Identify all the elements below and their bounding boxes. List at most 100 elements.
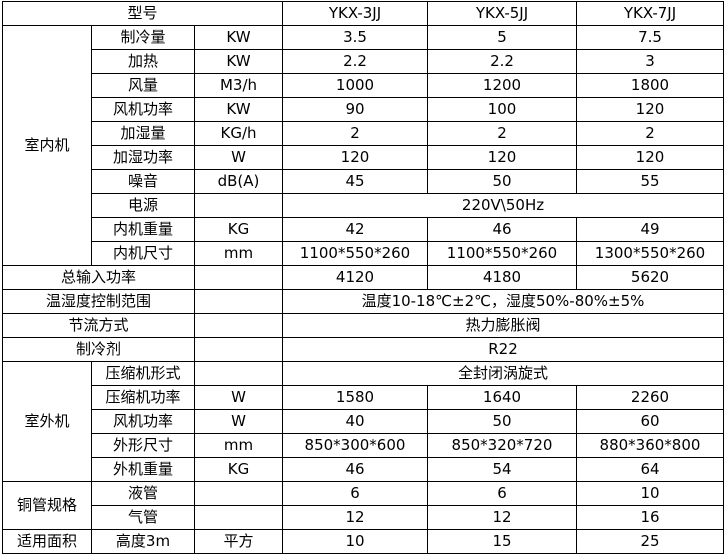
row-label-cell: 外机重量 xyxy=(91,457,195,482)
model-name-cell: YKX-7JJ xyxy=(576,1,724,26)
value-cell: 7.5 xyxy=(576,25,724,50)
unit-cell: dB(A) xyxy=(194,169,283,194)
row-label-cell: 加湿量 xyxy=(91,121,195,146)
table-row: 内机重量 KG 42 46 49 xyxy=(3,217,724,242)
value-cell: 46 xyxy=(427,217,577,242)
section-indoor-unit-cell: 室内机 xyxy=(2,25,92,266)
merged-value-cell: 全封闭涡旋式 xyxy=(282,361,724,386)
unit-cell: W xyxy=(194,145,283,170)
unit-cell: KG xyxy=(194,457,283,482)
value-cell: 16 xyxy=(576,505,724,530)
value-cell: 55 xyxy=(576,169,724,194)
table-row: 室内机 制冷量 KW 3.5 5 7.5 xyxy=(2,25,724,266)
table-row: 总输入功率 4120 4180 5620 xyxy=(2,265,724,290)
value-cell: 60 xyxy=(576,409,724,434)
table-row: 风机功率 W 40 50 60 xyxy=(3,409,724,434)
unit-cell: W xyxy=(194,385,283,410)
merged-value-cell: 热力膨胀阀 xyxy=(282,313,724,338)
model-name-cell: YKX-5JJ xyxy=(427,1,577,26)
merged-value-cell: R22 xyxy=(282,337,724,362)
table-row: 气管 12 12 16 xyxy=(3,505,724,530)
table-row: 外机重量 KG 46 54 64 xyxy=(3,457,724,482)
value-cell: 2.2 xyxy=(282,49,428,74)
table-row: 内机尺寸 mm 1100*550*260 1100*550*260 1300*5… xyxy=(3,241,724,266)
row-label-cell: 噪音 xyxy=(91,169,195,194)
table-row: 噪音 dB(A) 45 50 55 xyxy=(3,169,724,194)
value-cell: 6 xyxy=(427,481,577,506)
unit-cell xyxy=(194,505,283,530)
value-cell: 1800 xyxy=(576,73,724,98)
row-label-cell: 电源 xyxy=(91,193,195,218)
value-cell: 54 xyxy=(427,457,577,482)
unit-cell xyxy=(194,361,283,386)
value-cell: 10 xyxy=(576,481,724,506)
unit-cell xyxy=(194,337,283,362)
value-cell: 850*320*720 xyxy=(427,433,577,458)
unit-cell: 平方 xyxy=(194,529,283,554)
value-cell: 120 xyxy=(576,97,724,122)
row-label-cell: 外形尺寸 xyxy=(91,433,195,458)
value-cell: 120 xyxy=(576,145,724,170)
row-label-cell: 内机尺寸 xyxy=(91,241,195,266)
table-row: 压缩机功率 W 1580 1640 2260 xyxy=(3,385,724,410)
value-cell: 120 xyxy=(282,145,428,170)
value-cell: 3 xyxy=(576,49,724,74)
table-row: 适用面积 高度3m 平方 10 15 25 xyxy=(2,529,724,554)
value-cell: 2 xyxy=(576,121,724,146)
table-row: 温湿度控制范围 温度10-18℃±2℃，湿度50%-80%±5% xyxy=(2,289,724,314)
value-cell: 15 xyxy=(427,529,577,554)
table-row: 风机功率 KW 90 100 120 xyxy=(3,97,724,122)
row-label-cell: 风机功率 xyxy=(91,409,195,434)
value-cell: 1300*550*260 xyxy=(576,241,724,266)
value-cell: 4180 xyxy=(427,265,577,290)
value-cell: 25 xyxy=(576,529,724,554)
value-cell: 45 xyxy=(282,169,428,194)
unit-cell: KW xyxy=(194,97,283,122)
row-label-cell: 液管 xyxy=(91,481,195,506)
row-label-cell: 制冷剂 xyxy=(2,337,195,362)
row-label-cell: 风量 xyxy=(91,73,195,98)
row-label-cell: 压缩机功率 xyxy=(91,385,195,410)
value-cell: 3.5 xyxy=(282,25,428,50)
section-applicable-area-cell: 适用面积 xyxy=(2,529,92,554)
value-cell: 50 xyxy=(427,169,577,194)
value-cell: 49 xyxy=(576,217,724,242)
unit-cell xyxy=(194,265,283,290)
value-cell: 2260 xyxy=(576,385,724,410)
value-cell: 850*300*600 xyxy=(282,433,428,458)
table-row: 铜管规格 液管 6 6 10 xyxy=(2,481,724,530)
table-row: 电源 220V\50Hz xyxy=(3,193,724,218)
table-row: 加热 KW 2.2 2.2 3 xyxy=(3,49,724,74)
unit-cell: KW xyxy=(194,25,283,50)
value-cell: 90 xyxy=(282,97,428,122)
model-name-cell: YKX-3JJ xyxy=(282,1,428,26)
unit-cell xyxy=(194,193,283,218)
value-cell: 6 xyxy=(282,481,428,506)
table-row: 型号 YKX-3JJ YKX-5JJ YKX-7JJ xyxy=(2,1,724,26)
row-label-cell: 气管 xyxy=(91,505,195,530)
value-cell: 2 xyxy=(282,121,428,146)
row-label-cell: 风机功率 xyxy=(91,97,195,122)
value-cell: 1100*550*260 xyxy=(282,241,428,266)
merged-value-cell: 温度10-18℃±2℃，湿度50%-80%±5% xyxy=(282,289,724,314)
value-cell: 1200 xyxy=(427,73,577,98)
row-label-cell: 内机重量 xyxy=(91,217,195,242)
table-row: 加湿量 KG/h 2 2 2 xyxy=(3,121,724,146)
table-row: 加湿功率 W 120 120 120 xyxy=(3,145,724,170)
value-cell: 1640 xyxy=(427,385,577,410)
row-label-cell: 制冷量 xyxy=(91,25,195,50)
value-cell: 42 xyxy=(282,217,428,242)
value-cell: 12 xyxy=(427,505,577,530)
unit-cell xyxy=(194,481,283,506)
unit-cell: W xyxy=(194,409,283,434)
value-cell: 4120 xyxy=(282,265,428,290)
merged-value-cell: 220V\50Hz xyxy=(282,193,724,218)
value-cell: 10 xyxy=(282,529,428,554)
section-copper-pipe-cell: 铜管规格 xyxy=(2,481,92,530)
row-label-cell: 加热 xyxy=(91,49,195,74)
value-cell: 64 xyxy=(576,457,724,482)
row-label-cell: 总输入功率 xyxy=(2,265,195,290)
unit-cell: KG/h xyxy=(194,121,283,146)
unit-cell: M3/h xyxy=(194,73,283,98)
